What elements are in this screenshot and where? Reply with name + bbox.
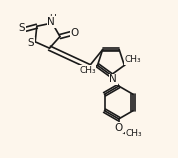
Text: CH₃: CH₃: [79, 66, 96, 75]
Text: CH₃: CH₃: [125, 55, 141, 64]
Text: N: N: [109, 74, 117, 85]
Text: O: O: [71, 28, 79, 38]
Text: CH₃: CH₃: [126, 129, 142, 138]
Text: O: O: [115, 123, 123, 133]
Text: S: S: [27, 38, 34, 48]
Text: H: H: [49, 14, 56, 23]
Text: N: N: [48, 17, 55, 27]
Text: S: S: [18, 24, 25, 33]
